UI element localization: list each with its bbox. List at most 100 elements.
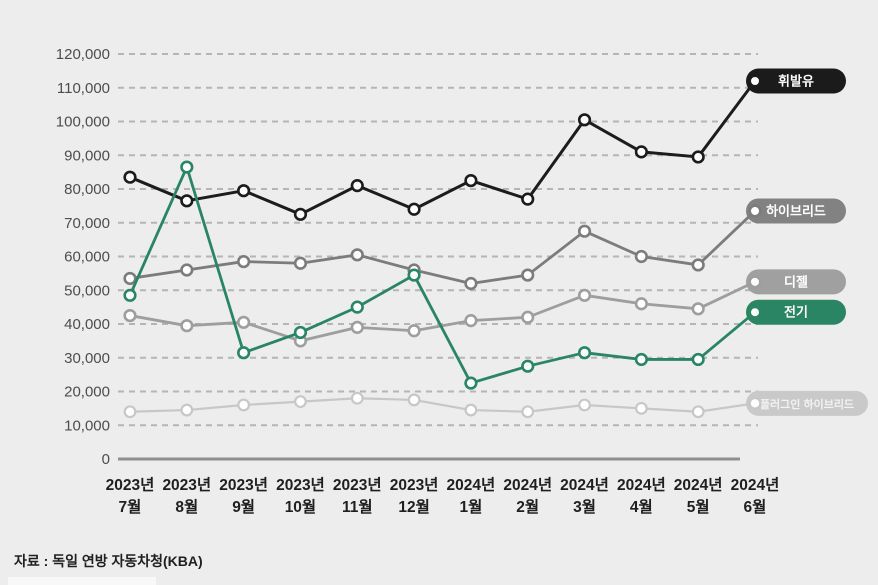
electric-marker	[123, 288, 137, 302]
electric-marker	[634, 352, 648, 367]
y-tick-label: 0	[102, 451, 110, 468]
electric-marker	[464, 376, 478, 390]
diesel-marker	[521, 310, 535, 324]
gasoline-legend-badge	[746, 68, 846, 94]
x-tick-label: 2024년 2월	[503, 475, 552, 516]
diesel-marker	[464, 314, 478, 328]
plugin-hybrid-legend-badge	[746, 390, 868, 416]
gasoline-marker	[691, 150, 705, 164]
plugin-hybrid-marker	[237, 398, 251, 412]
diesel-marker	[123, 308, 137, 323]
x-tick-label: 2023년 8월	[162, 475, 211, 516]
y-tick-label: 10,000	[64, 417, 110, 434]
gasoline-marker	[293, 207, 308, 221]
line-chart: 0 10,000 20,000 30,000 40,000 50,000 60,000 70,…	[56, 46, 868, 516]
x-tick-label: 2023년 7월	[106, 475, 155, 516]
hybrid-marker	[691, 258, 705, 272]
plugin-hybrid-marker	[748, 396, 762, 410]
hybrid-line	[128, 209, 757, 285]
electric-marker	[237, 346, 251, 360]
plugin-hybrid-marker	[578, 398, 591, 412]
diesel-marker	[691, 302, 705, 316]
x-tick-label: 2023년 12월	[390, 475, 439, 516]
gasoline-marker	[237, 184, 251, 198]
y-tick-label: 100,000	[56, 114, 110, 131]
plugin-hybrid-marker	[180, 403, 194, 417]
gasoline-marker	[123, 170, 137, 184]
x-tick-label: 2024년 1월	[447, 475, 496, 516]
diesel-marker	[407, 324, 421, 338]
y-tick-label: 30,000	[64, 350, 110, 367]
y-tick-label: 40,000	[64, 316, 110, 333]
gasoline-marker	[180, 194, 194, 208]
diesel-marker	[237, 315, 251, 329]
gasoline-line	[128, 79, 757, 216]
plugin-hybrid-marker	[294, 395, 307, 409]
hybrid-marker	[464, 276, 478, 291]
electric-marker	[180, 160, 194, 174]
electric-line	[128, 165, 757, 385]
hybrid-marker	[634, 249, 648, 264]
diesel-marker	[350, 320, 364, 334]
plugin-hybrid-marker	[350, 391, 364, 405]
gasoline-marker	[464, 173, 478, 188]
y-tick-label: 50,000	[64, 282, 110, 299]
plugin-hybrid-line	[128, 397, 757, 413]
x-tick-label: 2023년 9월	[219, 475, 268, 516]
gasoline-legend-label: 휘발유	[778, 74, 814, 89]
electric-marker	[521, 359, 535, 373]
gasoline-marker	[748, 74, 762, 88]
gasoline-marker	[350, 179, 364, 193]
hybrid-legend-label: 하이브리드	[766, 203, 826, 218]
hybrid-marker	[237, 254, 251, 269]
x-tick-label: 2023년 11월	[333, 475, 382, 516]
electric-marker	[748, 305, 762, 319]
y-tick-label: 20,000	[64, 384, 110, 401]
diesel-marker	[748, 275, 762, 289]
electric-marker	[691, 352, 705, 367]
plugin-hybrid-legend-label: 플러그인 하이브리드	[760, 397, 854, 411]
gasoline-marker	[521, 192, 535, 206]
hybrid-marker	[577, 224, 592, 238]
hybrid-marker	[748, 204, 762, 218]
gasoline-marker	[634, 145, 648, 159]
electric-marker	[350, 300, 364, 314]
electric-legend-label: 전기	[784, 305, 808, 320]
plugin-hybrid-marker	[521, 405, 535, 419]
y-tick-label: 60,000	[64, 249, 110, 266]
x-tick-label: 2024년 4월	[617, 475, 666, 516]
plugin-hybrid-marker	[123, 405, 137, 419]
hybrid-marker	[350, 248, 364, 262]
registrations-line-chart-figure: 0 10,000 20,000 30,000 40,000 50,000 60,000 70,…	[56, 46, 868, 516]
electric-marker	[577, 346, 592, 360]
plugin-hybrid-marker	[691, 405, 705, 419]
diesel-marker	[180, 319, 194, 333]
bottom-edge-strip	[8, 577, 156, 585]
hybrid-marker	[521, 268, 535, 282]
diesel-marker	[634, 297, 648, 311]
diesel-legend-label: 디젤	[784, 274, 808, 289]
y-tick-label: 70,000	[64, 215, 110, 232]
y-tick-label: 90,000	[64, 147, 110, 164]
electric-legend-badge	[746, 299, 846, 325]
hybrid-marker	[123, 271, 137, 286]
x-tick-label: 2023년 10월	[276, 475, 325, 516]
gasoline-marker	[407, 202, 421, 216]
electric-marker	[407, 268, 421, 282]
y-tick-label: 80,000	[64, 181, 110, 198]
x-tick-label: 2024년 6월	[731, 475, 780, 516]
y-tick-label: 110,000	[57, 80, 110, 97]
x-tick-label: 2024년 3월	[560, 475, 609, 516]
y-tick-label: 120,000	[56, 46, 110, 63]
plugin-hybrid-marker	[464, 403, 478, 417]
diesel-marker	[577, 288, 592, 302]
hybrid-marker	[293, 256, 308, 270]
plugin-hybrid-marker	[634, 401, 648, 415]
plugin-hybrid-marker	[407, 393, 421, 407]
x-tick-label: 2024년 5월	[674, 475, 723, 516]
hybrid-legend-badge	[746, 198, 846, 224]
hybrid-marker	[180, 263, 194, 277]
diesel-legend-badge	[746, 269, 846, 295]
electric-marker	[293, 325, 308, 340]
source-note: 자료 : 독일 연방 자동차청(KBA)	[14, 553, 203, 569]
